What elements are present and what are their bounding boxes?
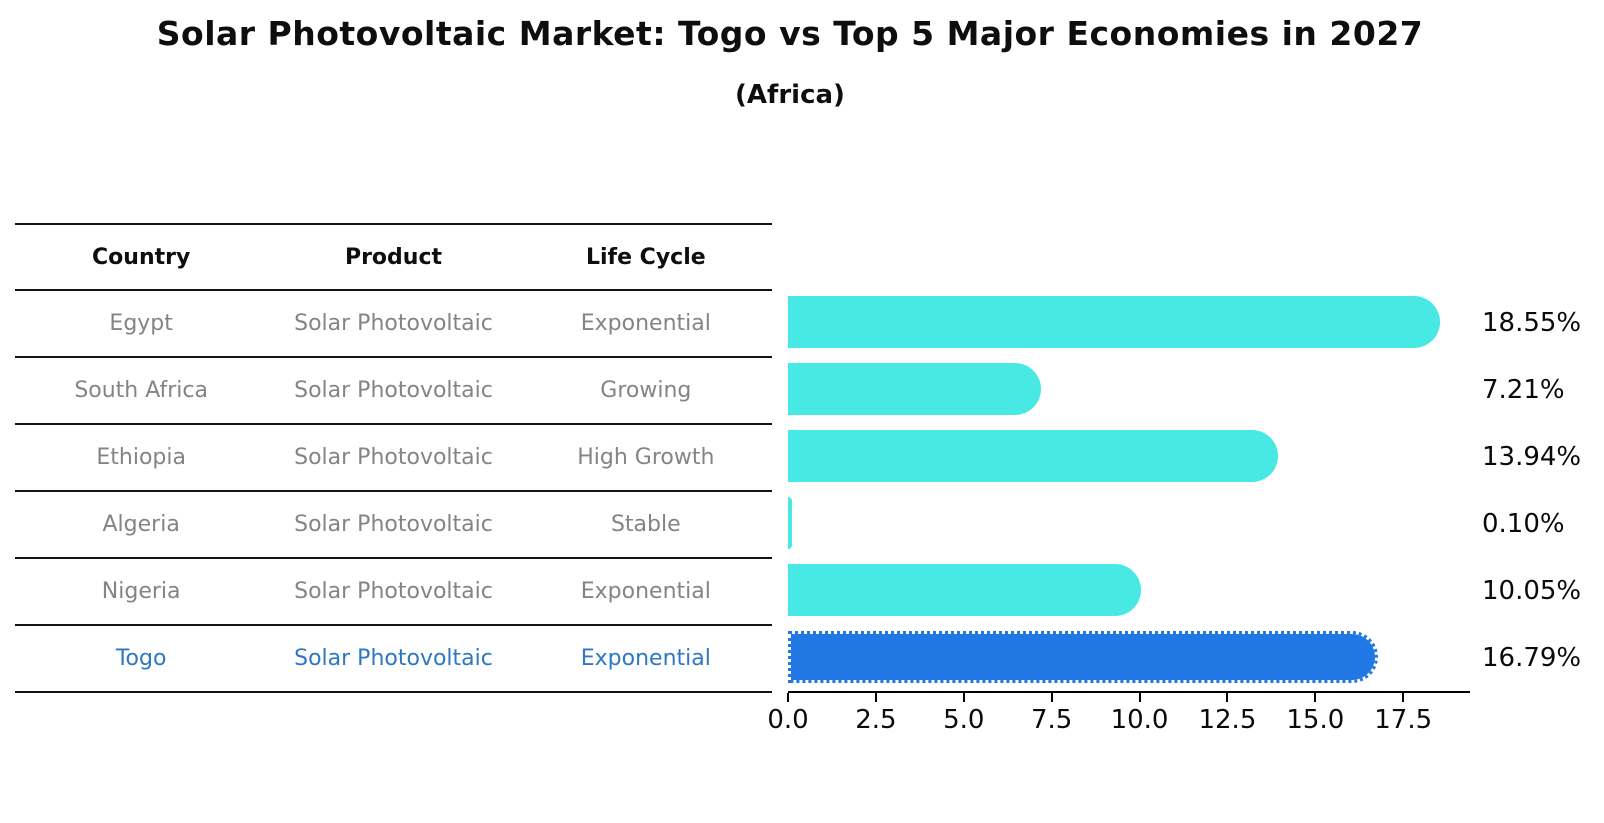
- bar-value-label: 0.10%: [1482, 508, 1565, 539]
- x-axis: 0.0 2.5 5.0 7.5 10.0 12.5 15.0 17.5: [767, 693, 1470, 743]
- comparison-table: Country Product Life Cycle Egypt Solar P…: [15, 223, 772, 693]
- x-axis-tick-label: 0.0: [767, 705, 809, 735]
- bar-value-label: 7.21%: [1482, 374, 1565, 405]
- table-row-ethiopia: Ethiopia Solar Photovoltaic High Growth: [15, 425, 772, 492]
- cell-product: Solar Photovoltaic: [294, 579, 493, 604]
- cell-product: Solar Photovoltaic: [294, 311, 493, 336]
- chart-title: Solar Photovoltaic Market: Togo vs Top 5…: [156, 14, 1424, 53]
- x-axis-tick-label: 12.5: [1198, 705, 1257, 735]
- cell-product: Solar Photovoltaic: [294, 445, 493, 470]
- table-row-south-africa: South Africa Solar Photovoltaic Growing: [15, 358, 772, 425]
- bar-chart-area: 18.55% 7.21% 13.94% 0.10% 10.05% 16.79%: [788, 289, 1604, 691]
- chart-subtitle: (Africa): [735, 80, 845, 110]
- cell-lifecycle: Exponential: [580, 579, 711, 604]
- bar-row: 10.05%: [788, 557, 1604, 624]
- table-row-egypt: Egypt Solar Photovoltaic Exponential: [15, 291, 772, 358]
- x-axis-tick-label: 2.5: [855, 705, 897, 735]
- x-axis-tick-label: 15.0: [1286, 705, 1345, 735]
- bar-egypt: [788, 296, 1441, 348]
- cell-product: Solar Photovoltaic: [294, 512, 493, 537]
- cell-product: Solar Photovoltaic: [294, 378, 493, 403]
- x-axis-tick-label: 5.0: [943, 705, 985, 735]
- cell-country: Ethiopia: [96, 445, 186, 470]
- bar-row: 0.10%: [788, 490, 1604, 557]
- cell-lifecycle: High Growth: [577, 445, 715, 470]
- cell-country: Nigeria: [101, 579, 181, 604]
- table-row-nigeria: Nigeria Solar Photovoltaic Exponential: [15, 559, 772, 626]
- bar-togo: [788, 631, 1379, 683]
- x-axis-tick-mark: [1226, 693, 1229, 702]
- cell-country: Egypt: [109, 311, 173, 336]
- cell-lifecycle: Exponential: [580, 646, 711, 671]
- cell-product: Solar Photovoltaic: [294, 646, 493, 671]
- cell-country: Togo: [115, 646, 167, 671]
- bar-south-africa: [788, 363, 1042, 415]
- bar-value-label: 16.79%: [1482, 642, 1582, 673]
- bar-value-label: 10.05%: [1482, 575, 1582, 606]
- x-axis-tick-label: 7.5: [1030, 705, 1073, 735]
- x-axis-tick-mark: [1138, 693, 1141, 702]
- bar-algeria: [788, 497, 792, 549]
- x-axis-tick-mark: [874, 693, 877, 702]
- cell-lifecycle: Exponential: [580, 311, 711, 336]
- column-header-product: Product: [344, 244, 443, 270]
- x-axis-tick-mark: [1402, 693, 1405, 702]
- bar-row: 16.79%: [788, 624, 1604, 691]
- bar-row: 7.21%: [788, 356, 1604, 423]
- table-row-algeria: Algeria Solar Photovoltaic Stable: [15, 492, 772, 559]
- cell-country: South Africa: [74, 378, 208, 403]
- table-row-togo: Togo Solar Photovoltaic Exponential: [15, 626, 772, 693]
- bar-ethiopia: [788, 430, 1279, 482]
- bar-row: 18.55%: [788, 289, 1604, 356]
- x-axis-line: [788, 691, 1470, 693]
- column-header-country: Country: [92, 244, 191, 270]
- cell-country: Algeria: [102, 512, 180, 537]
- x-axis-tick-label: 17.5: [1374, 705, 1433, 735]
- x-axis-tick-mark: [1314, 693, 1317, 702]
- bar-value-label: 18.55%: [1482, 307, 1582, 338]
- x-axis-tick-mark: [962, 693, 965, 702]
- bar-value-label: 13.94%: [1482, 441, 1582, 472]
- x-axis-tick-mark: [787, 693, 789, 702]
- table-header-row: Country Product Life Cycle: [15, 225, 772, 291]
- bar-row: 13.94%: [788, 423, 1604, 490]
- x-axis-tick-mark: [1050, 693, 1053, 702]
- bar-nigeria: [788, 564, 1142, 616]
- cell-lifecycle: Growing: [600, 378, 692, 403]
- x-axis-tick-label: 10.0: [1110, 705, 1169, 735]
- column-header-lifecycle: Life Cycle: [585, 244, 706, 270]
- cell-lifecycle: Stable: [610, 512, 681, 537]
